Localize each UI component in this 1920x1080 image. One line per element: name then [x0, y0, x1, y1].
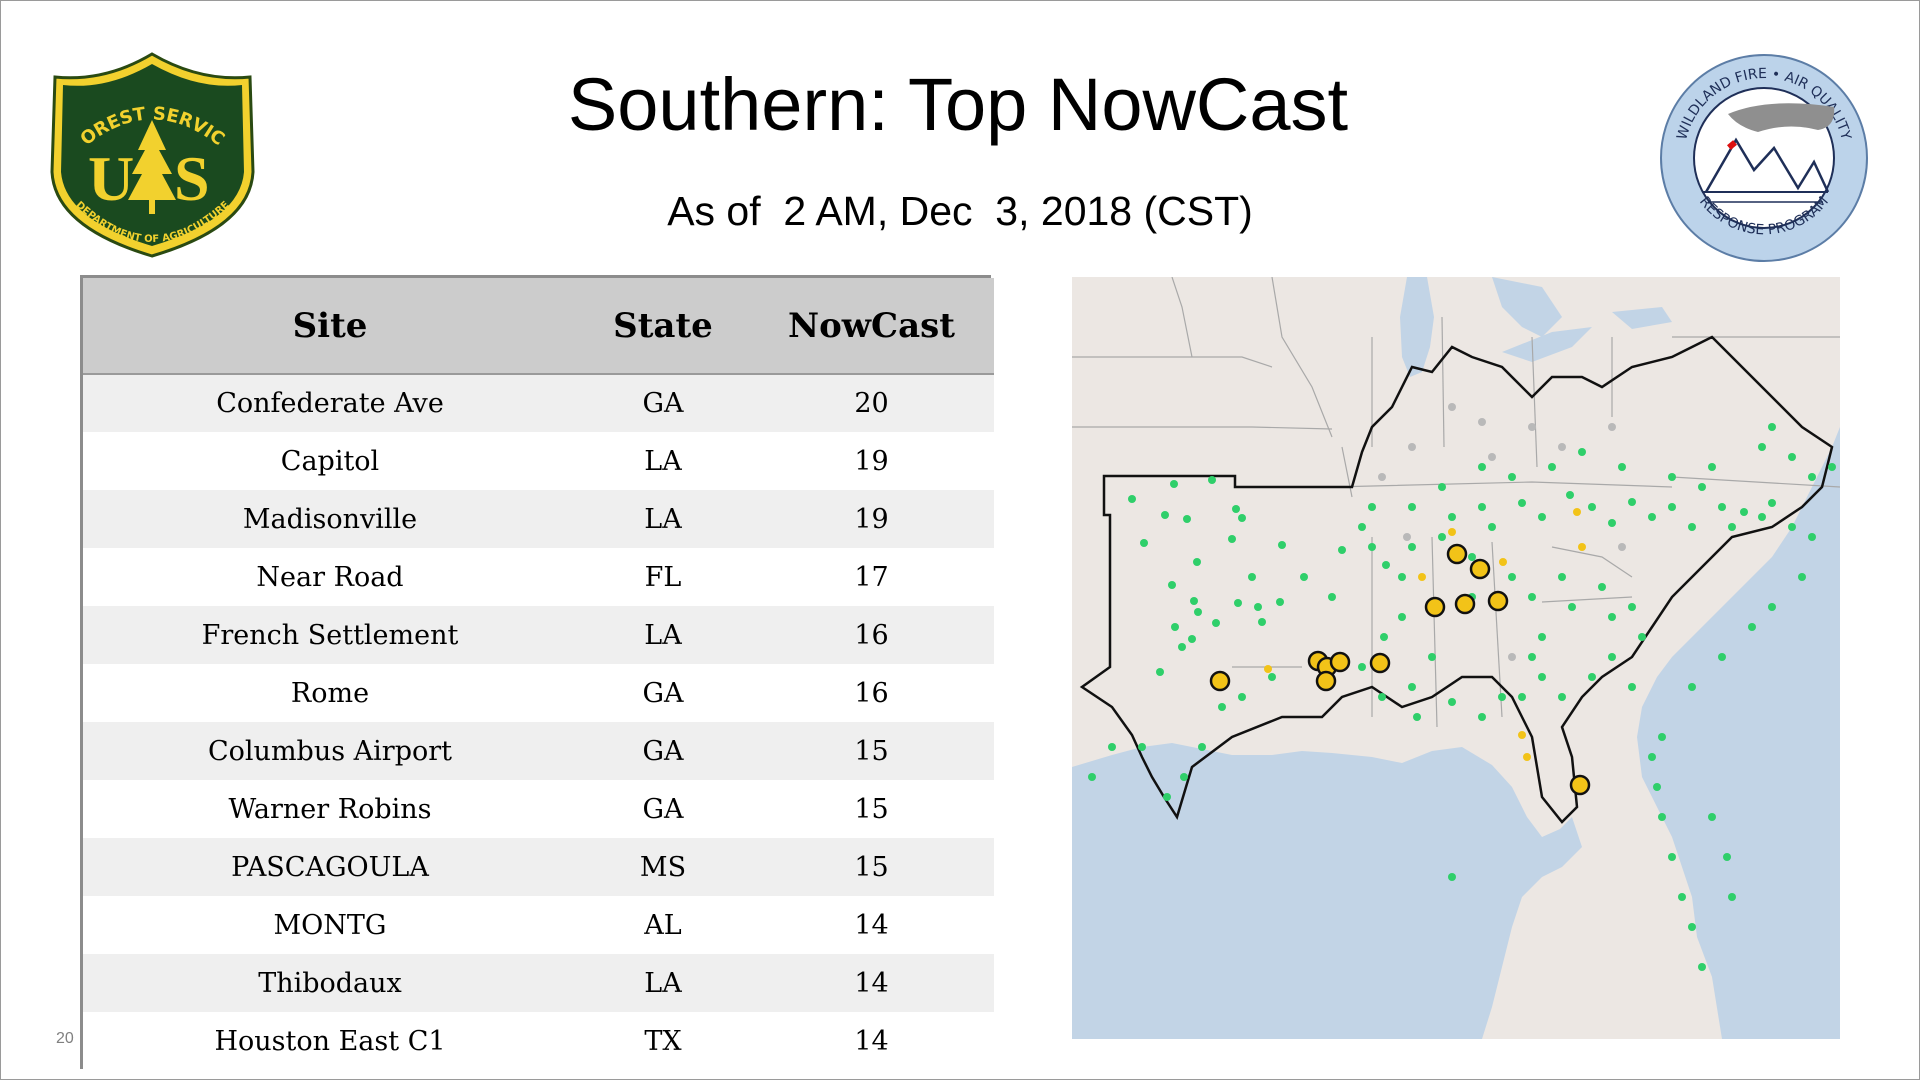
atlantic-ocean: [1637, 427, 1840, 1039]
nowcast-cell: 15: [854, 851, 889, 883]
svg-text:S: S: [174, 143, 210, 214]
svg-text:U: U: [88, 143, 134, 214]
table-row: Houston East C1 TX 14: [83, 1012, 994, 1070]
header-site: Site: [292, 305, 368, 346]
lake-huron: [1492, 277, 1562, 337]
nowcast-cell: 19: [854, 503, 889, 535]
state-cell: GA: [642, 793, 684, 825]
table-row: Thibodaux LA 14: [83, 954, 994, 1012]
top-site-markers: [1209, 543, 1591, 796]
nowcast-cell: 20: [854, 388, 889, 419]
table-row: MONTG AL 14: [83, 896, 994, 954]
table-row: Warner Robins GA 15: [83, 780, 994, 838]
nowcast-cell: 15: [854, 793, 889, 825]
state-cell: FL: [644, 561, 682, 593]
wildland-fire-logo: WILDLAND FIRE • AIR QUALITY RESPONSE PRO…: [1660, 54, 1868, 262]
southern-region-outline: [1079, 335, 1834, 824]
header-nowcast: NowCast: [788, 305, 955, 346]
state-cell: MS: [639, 851, 687, 883]
moderate-site-markers: [1264, 508, 1586, 761]
nowcast-cell: 19: [854, 445, 889, 477]
table-row: Madisonville LA 19: [83, 490, 994, 548]
state-cell: GA: [642, 677, 684, 709]
site-cell: Near Road: [256, 561, 404, 593]
site-cell: Madisonville: [242, 503, 418, 535]
state-cell: GA: [642, 388, 684, 419]
nowcast-cell: 17: [854, 561, 889, 593]
site-cell: Thibodaux: [258, 967, 402, 999]
table-row: Columbus Airport GA 15: [83, 722, 994, 780]
gulf-of-mexico: [1072, 743, 1582, 1039]
table-row: PASCAGOULA MS 15: [83, 838, 994, 896]
nowcast-table: Site State NowCast Confederate Ave GA 20 C…: [80, 275, 994, 1070]
header-state: State: [613, 305, 713, 346]
nowcast-cell: 14: [854, 909, 889, 941]
site-cell: Houston East C1: [214, 1025, 446, 1057]
site-cell: French Settlement: [201, 619, 459, 651]
forest-service-logo: FOREST SERVICE U S DEPARTMENT OF AGRICUL…: [50, 52, 255, 258]
state-cell: LA: [644, 619, 682, 651]
nowcast-cell: 16: [854, 619, 889, 651]
table-row: Rome GA 16: [83, 664, 994, 722]
table-header-row: Site State NowCast: [83, 278, 994, 374]
good-site-markers: [1088, 423, 1836, 971]
nowcast-cell: 14: [854, 1025, 889, 1057]
no-data-site-markers: [1378, 403, 1626, 661]
state-cell: LA: [644, 503, 682, 535]
site-cell: Rome: [290, 677, 370, 709]
nowcast-map: [1072, 277, 1840, 1039]
nowcast-cell: 16: [854, 677, 889, 709]
site-cell: Capitol: [280, 445, 380, 477]
page-number: 20: [56, 1030, 74, 1047]
site-cell: Warner Robins: [228, 793, 432, 825]
site-cell: Confederate Ave: [216, 388, 444, 419]
nowcast-cell: 14: [854, 967, 889, 999]
lake-michigan: [1400, 277, 1434, 377]
state-cell: TX: [644, 1025, 682, 1057]
nowcast-cell: 15: [854, 735, 889, 767]
state-cell: GA: [642, 735, 684, 767]
table-row: Confederate Ave GA 20: [83, 374, 994, 432]
state-cell: AL: [644, 909, 682, 941]
state-cell: LA: [644, 445, 682, 477]
table-row: Near Road FL 17: [83, 548, 994, 606]
lake-ontario: [1612, 307, 1672, 329]
lake-erie: [1502, 327, 1592, 362]
site-cell: Columbus Airport: [208, 735, 452, 767]
slide-subtitle: As of 2 AM, Dec 3, 2018 (CST): [667, 188, 1253, 234]
table-row: French Settlement LA 16: [83, 606, 994, 664]
slide-title: Southern: Top NowCast: [567, 63, 1349, 146]
site-cell: MONTG: [273, 909, 387, 941]
table-row: Capitol LA 19: [83, 432, 994, 490]
site-cell: PASCAGOULA: [231, 851, 429, 883]
state-cell: LA: [644, 967, 682, 999]
